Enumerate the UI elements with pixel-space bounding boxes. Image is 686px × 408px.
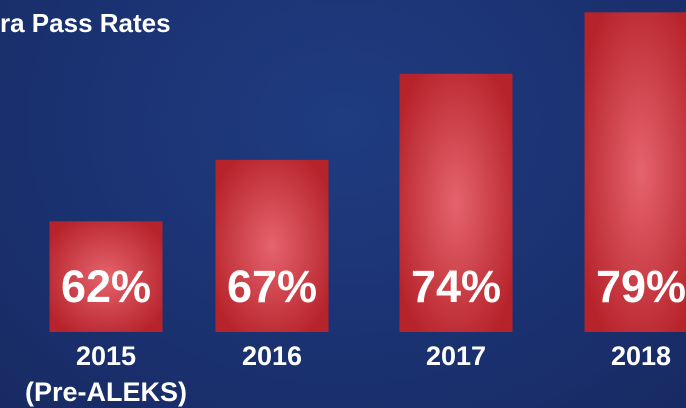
- bar: [49, 221, 163, 332]
- x-tick-label: 2016: [241, 341, 303, 371]
- bar: [584, 12, 686, 333]
- x-tick-label: 2015 (Pre-ALEKS): [24, 341, 187, 407]
- chart-title: ra Pass Rates: [0, 8, 171, 38]
- x-tick-label: 2018: [610, 341, 672, 371]
- bar: [215, 159, 329, 332]
- bar: [399, 73, 513, 333]
- value-label: 67%: [227, 261, 317, 312]
- x-tick-label: 2017: [425, 341, 487, 371]
- value-label: 74%: [411, 261, 501, 312]
- value-label: 62%: [61, 261, 151, 312]
- value-label: 79%: [596, 261, 686, 312]
